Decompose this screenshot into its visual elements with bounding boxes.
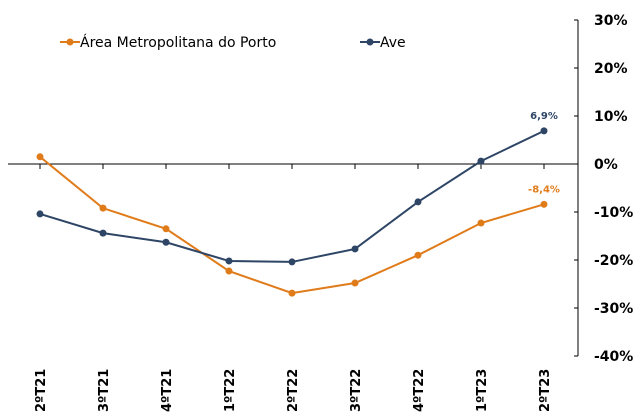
point bbox=[162, 238, 170, 246]
legend-marker bbox=[366, 38, 374, 46]
point bbox=[99, 229, 107, 237]
y-tick-label: 20% bbox=[594, 61, 628, 77]
y-tick-label: -20% bbox=[594, 253, 633, 269]
point bbox=[351, 245, 359, 253]
point bbox=[36, 153, 44, 161]
y-tick-label: -10% bbox=[594, 205, 633, 221]
x-tick-label: 3ºT21 bbox=[97, 369, 112, 412]
value-label: -8,4% bbox=[528, 184, 560, 195]
point bbox=[477, 219, 485, 227]
x-tick-label: 2ºT22 bbox=[286, 369, 301, 412]
y-tick-label: 10% bbox=[594, 109, 628, 125]
point bbox=[288, 258, 296, 266]
point bbox=[162, 225, 170, 233]
legend-label: Ave bbox=[380, 35, 406, 51]
point bbox=[540, 127, 548, 135]
point bbox=[36, 210, 44, 218]
point bbox=[225, 257, 233, 265]
value-label: 6,9% bbox=[530, 111, 558, 122]
point bbox=[477, 157, 485, 165]
x-tick-label: 1ºT22 bbox=[223, 369, 238, 412]
point bbox=[225, 267, 233, 275]
x-tick-label: 1ºT23 bbox=[475, 369, 490, 412]
point bbox=[414, 198, 422, 206]
legend-marker bbox=[66, 38, 74, 46]
y-tick-label: -30% bbox=[594, 301, 633, 317]
y-tick-label: 30% bbox=[594, 13, 628, 29]
point bbox=[351, 279, 359, 287]
x-tick-label: 3ºT22 bbox=[349, 369, 364, 412]
point bbox=[99, 204, 107, 212]
y-tick-label: -40% bbox=[594, 349, 633, 365]
x-tick-label: 2ºT23 bbox=[538, 369, 553, 412]
x-tick-label: 2ºT21 bbox=[34, 369, 49, 412]
series-line bbox=[39, 129, 545, 263]
legend-label: Área Metropolitana do Porto bbox=[80, 34, 276, 51]
point bbox=[540, 200, 548, 208]
point bbox=[414, 251, 422, 259]
series-line bbox=[39, 156, 545, 295]
x-tick-label: 4ºT22 bbox=[412, 369, 427, 412]
y-tick-label: 0% bbox=[594, 157, 618, 173]
x-tick-label: 4ºT21 bbox=[160, 369, 175, 412]
point bbox=[288, 289, 296, 297]
